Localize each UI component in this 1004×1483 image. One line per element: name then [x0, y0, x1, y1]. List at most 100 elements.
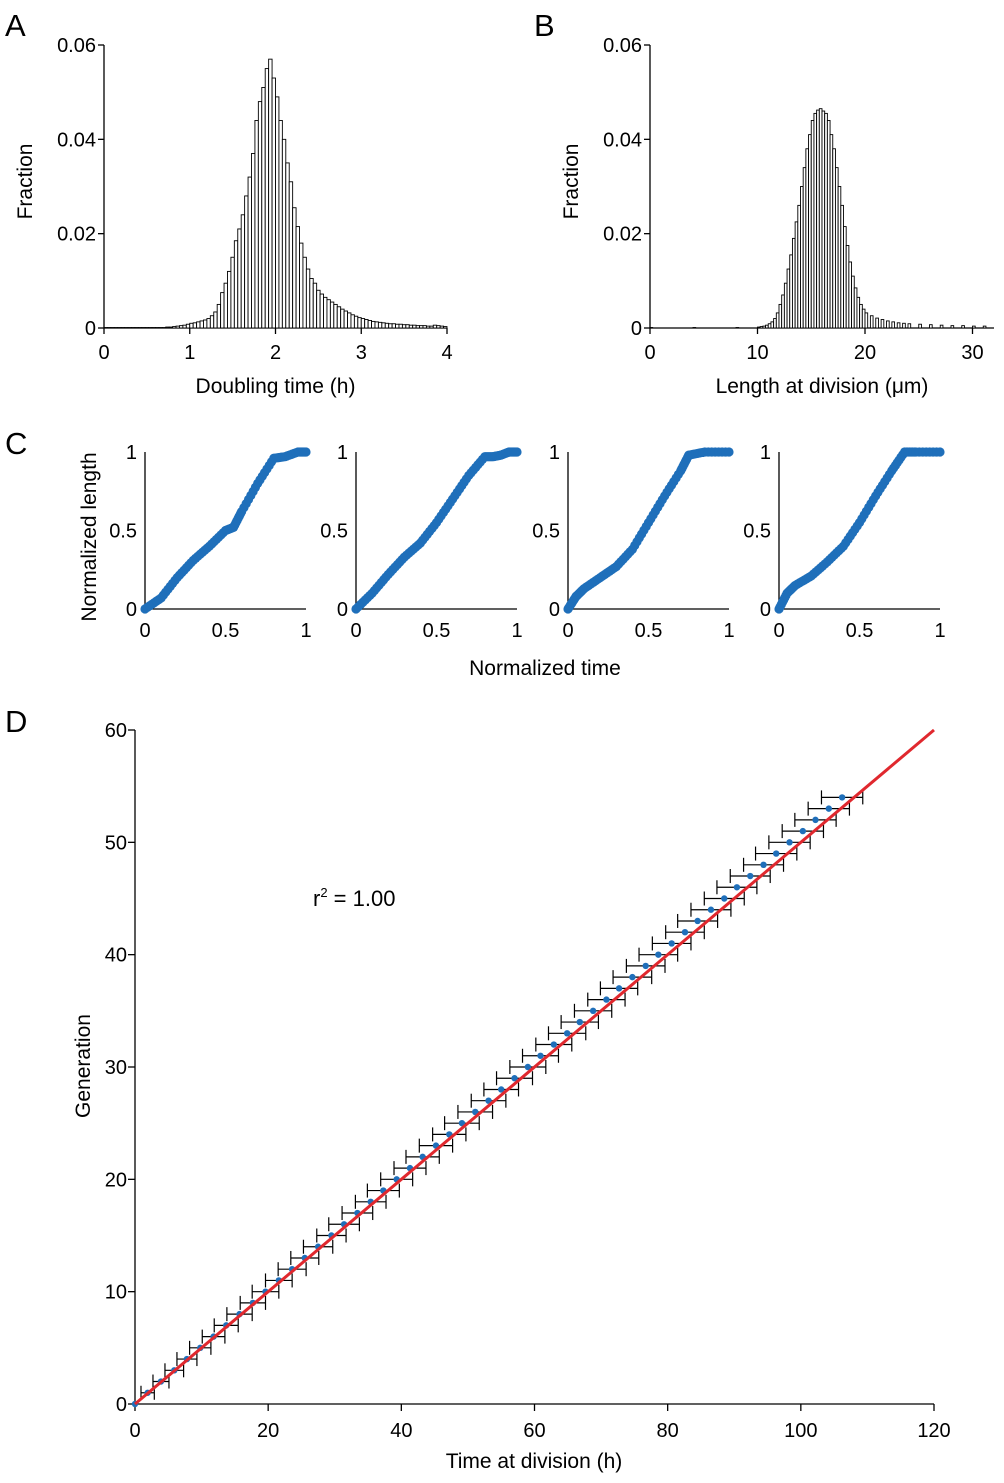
- histogram-bar: [213, 311, 218, 329]
- histogram-bar: [216, 303, 222, 329]
- data-point: [760, 861, 767, 868]
- histogram-bar: [295, 226, 300, 329]
- histogram-bar: [237, 228, 242, 329]
- data-point: [724, 447, 734, 457]
- histogram-bar: [961, 325, 965, 329]
- x-tick-label: 30: [961, 342, 983, 364]
- histogram-bar: [292, 207, 297, 329]
- histogram-bar: [319, 293, 324, 329]
- y-tick-label: 0.06: [57, 35, 96, 57]
- histogram-bar: [257, 101, 263, 329]
- histogram-bar: [261, 86, 266, 329]
- histogram-bar: [353, 315, 359, 329]
- y-tick-label: 0: [760, 599, 771, 621]
- data-point: [786, 839, 793, 846]
- data-point: [563, 1030, 571, 1037]
- histogram-bar: [323, 296, 328, 329]
- histogram-bar: [371, 320, 376, 329]
- histogram-bar: [254, 120, 259, 329]
- x-tick-label: 1: [723, 620, 734, 642]
- data-point: [524, 1063, 532, 1071]
- x-axis-label: Length at division (μm): [716, 375, 929, 398]
- histogram-bar: [405, 324, 410, 329]
- y-tick-label: 10: [105, 1282, 127, 1304]
- histogram-bar: [168, 326, 174, 329]
- y-tick-label: 0.5: [320, 521, 348, 543]
- x-tick-label: 4: [441, 342, 452, 364]
- data-point: [935, 447, 945, 457]
- x-tick-label: 20: [257, 1420, 279, 1442]
- x-tick-label: 0: [562, 620, 573, 642]
- x-tick-label: 0.5: [212, 620, 240, 642]
- histogram-bar: [333, 303, 338, 329]
- y-tick-label: 0.5: [109, 521, 137, 543]
- x-tick-label: 40: [390, 1420, 412, 1442]
- histogram-bar: [384, 322, 390, 329]
- histogram-bar: [233, 240, 239, 329]
- histogram-bar: [388, 323, 393, 329]
- y-tick-label: 0: [116, 1394, 127, 1416]
- y-axis-label: Fraction: [560, 144, 583, 220]
- histogram-bar: [864, 312, 869, 329]
- y-tick-label: 0: [85, 318, 96, 340]
- y-tick-label: 0.5: [743, 521, 771, 543]
- histogram-bar: [408, 324, 414, 329]
- x-tick-label: 10: [746, 342, 768, 364]
- histogram-bar: [869, 315, 874, 329]
- x-tick-label: 3: [356, 342, 367, 364]
- histogram-bar: [432, 324, 438, 329]
- data-point: [747, 872, 754, 880]
- data-point: [615, 985, 623, 992]
- histogram-bar: [347, 312, 352, 329]
- histogram-bar: [929, 324, 933, 329]
- histogram-bar: [288, 181, 294, 329]
- x-tick-label: 100: [784, 1420, 817, 1442]
- histogram-bar: [329, 301, 335, 329]
- growth-curve-subplot-4: 0 0.5 1 0 0.5 1: [743, 442, 945, 642]
- data-point: [799, 827, 807, 835]
- x-tick-label: 0: [129, 1420, 140, 1442]
- histogram-bar: [268, 58, 273, 329]
- x-tick-label: 60: [523, 1420, 545, 1442]
- histogram-bar: [364, 319, 369, 329]
- growth-curve-subplot-2: 0 0.5 1 0 0.5 1: [320, 442, 522, 642]
- histogram-bar: [165, 326, 170, 329]
- histogram-bar: [192, 322, 198, 329]
- data-point: [681, 929, 689, 936]
- y-tick-label: 1: [760, 442, 771, 464]
- data-point: [733, 884, 741, 891]
- y-tick-label: 0.06: [603, 35, 642, 57]
- data-point: [550, 1041, 558, 1048]
- histogram-bar: [196, 321, 201, 329]
- histogram-bar: [398, 323, 403, 329]
- histogram-bar: [972, 325, 976, 329]
- panel-label-a: A: [5, 8, 26, 43]
- histogram-bar: [316, 289, 321, 329]
- data-point: [642, 962, 649, 970]
- data-point: [511, 1075, 518, 1082]
- x-tick-label: 0: [98, 342, 109, 364]
- histogram-bar: [275, 96, 280, 329]
- histogram-bar: [271, 77, 276, 329]
- histogram-bar: [357, 317, 362, 329]
- x-tick-label: 0: [350, 620, 361, 642]
- histogram-bar: [203, 319, 208, 329]
- data-point: [772, 850, 780, 857]
- histogram-bar: [391, 323, 396, 329]
- histogram-bar: [896, 322, 901, 329]
- y-tick-label: 1: [126, 442, 137, 464]
- histogram-bar: [240, 214, 246, 329]
- data-point: [498, 1086, 505, 1093]
- histogram-bar: [199, 320, 204, 329]
- data-point: [825, 805, 832, 812]
- data-point: [589, 1007, 597, 1015]
- histogram-bar: [182, 324, 187, 329]
- histogram-bar: [206, 318, 211, 329]
- histogram-bar: [175, 325, 180, 329]
- x-tick-label: 80: [657, 1420, 679, 1442]
- data-point: [838, 794, 846, 801]
- histogram-bar: [950, 325, 955, 329]
- histogram-bar: [377, 321, 383, 329]
- histogram-bar: [299, 242, 304, 329]
- y-tick-label: 30: [105, 1057, 127, 1079]
